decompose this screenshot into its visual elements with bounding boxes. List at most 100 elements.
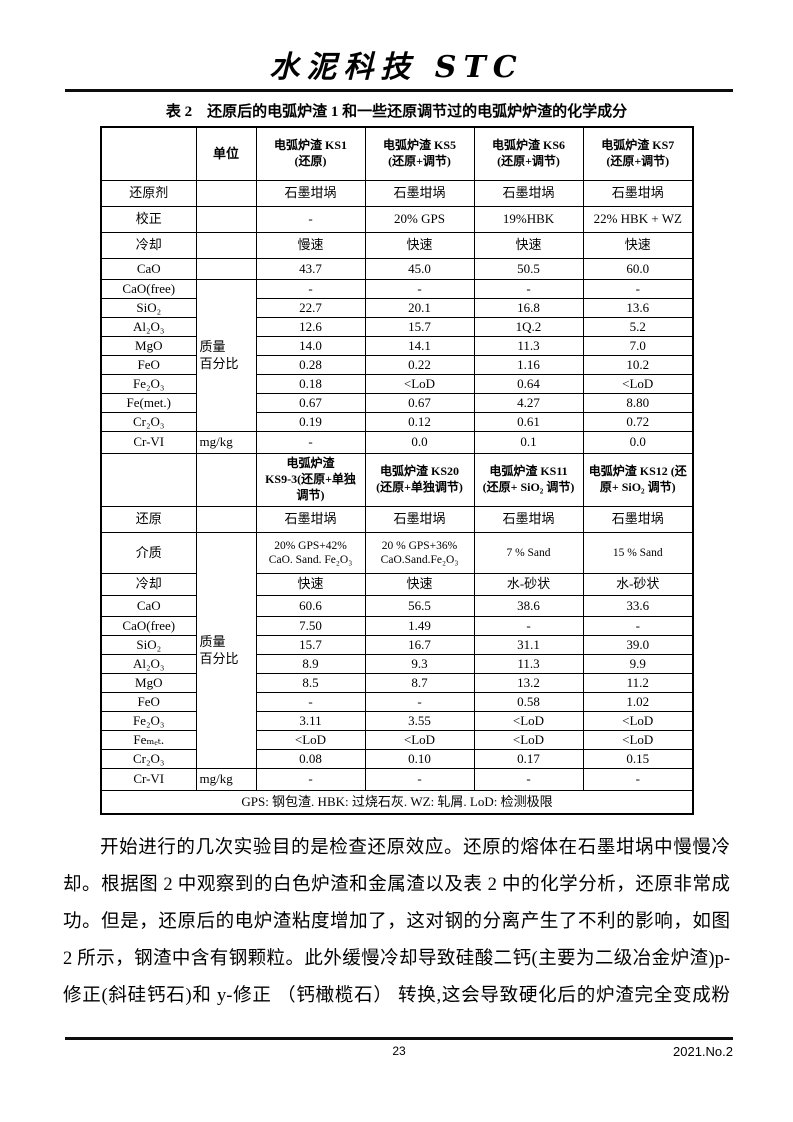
row-label: 还原剂: [100, 180, 197, 207]
value-cell: 9.9: [582, 654, 694, 674]
row-label: Feₘₑₜ.: [100, 730, 197, 750]
value-cell: 0.0: [582, 431, 694, 454]
value-cell: 0.28: [255, 355, 366, 375]
value-cell: 1.16: [473, 355, 584, 375]
value-cell: <LoD: [364, 374, 475, 394]
unit-cell: [195, 258, 257, 280]
value-cell: 16.8: [473, 298, 584, 318]
value-cell: 19%HBK: [473, 206, 584, 233]
value-cell: 0.72: [582, 412, 694, 432]
header-rule: [65, 89, 733, 92]
value-cell: <LoD: [364, 730, 475, 750]
value-cell: 56.5: [364, 595, 475, 617]
unit-mg-per-kg: mg/kg: [195, 431, 257, 454]
value-cell: 0.58: [473, 692, 584, 712]
value-cell: 石墨坩埚: [473, 180, 584, 207]
value-cell: 20.1: [364, 298, 475, 318]
value-cell: 0.10: [364, 749, 475, 769]
row-label: MgO: [100, 673, 197, 693]
value-cell: -: [255, 279, 366, 299]
unit-cell: [195, 180, 257, 207]
column-header: 电弧炉渣 KS1 (还原): [255, 126, 366, 181]
value-cell: 石墨坩埚: [255, 180, 366, 207]
paragraph-line: 2 所示，钢渣中含有钢颗粒。此外缓慢冷却导致硅酸二钙(主要为二级冶金炉渣)p-: [63, 949, 730, 969]
row-label: MgO: [100, 336, 197, 356]
value-cell: -: [473, 616, 584, 636]
column-header: 电弧炉渣 KS9-3(还原+单独 调节): [255, 453, 366, 507]
value-cell: -: [255, 431, 366, 454]
value-cell: -: [473, 279, 584, 299]
corner-cell: [100, 126, 197, 181]
value-cell: -: [255, 768, 366, 791]
value-cell: -: [255, 692, 366, 712]
value-cell: 20% GPS+42% CaO. Sand. Fe₂O₃: [255, 532, 366, 574]
column-header: 电弧炉渣 KS6 (还原+调节): [473, 126, 584, 181]
row-label: CaO(free): [100, 616, 197, 636]
value-cell: 快速: [473, 232, 584, 259]
row-label: Fe(met.): [100, 393, 197, 413]
value-cell: 0.67: [364, 393, 475, 413]
value-cell: 0.67: [255, 393, 366, 413]
value-cell: 13.6: [582, 298, 694, 318]
value-cell: 0.64: [473, 374, 584, 394]
unit-cell: [195, 206, 257, 233]
value-cell: 慢速: [255, 232, 366, 259]
value-cell: -: [364, 692, 475, 712]
value-cell: 1Q.2: [473, 317, 584, 337]
unit-cell: [195, 232, 257, 259]
value-cell: 石墨坩埚: [473, 506, 584, 533]
value-cell: -: [364, 279, 475, 299]
value-cell: <LoD: [473, 730, 584, 750]
value-cell: <LoD: [582, 711, 694, 731]
value-cell: 8.80: [582, 393, 694, 413]
value-cell: 31.1: [473, 635, 584, 655]
value-cell: -: [364, 768, 475, 791]
paragraph-line: 功。但是，还原后的电炉渣粘度增加了，这对钢的分离产生了不利的影响，如图: [63, 912, 730, 932]
corner-cell: [100, 453, 197, 507]
value-cell: 13.2: [473, 673, 584, 693]
value-cell: 3.55: [364, 711, 475, 731]
value-cell: 20% GPS: [364, 206, 475, 233]
footer-row: 23 2021.No.2: [65, 1044, 733, 1062]
composition-table-body: 单位 电弧炉渣 KS1 (还原) 电弧炉渣 KS5 (还原+调节) 电弧炉渣 KS6 …: [100, 126, 694, 815]
value-cell: <LoD: [582, 730, 694, 750]
value-cell: 14.0: [255, 336, 366, 356]
value-cell: 1.02: [582, 692, 694, 712]
value-cell: -: [473, 768, 584, 791]
row-label: 冷却: [100, 232, 197, 259]
unit-mass-percent: 质量 百分比: [195, 279, 257, 432]
value-cell: 0.61: [473, 412, 584, 432]
row-label: Fe₂O₃: [100, 711, 197, 731]
row-label: Cr-VI: [100, 768, 197, 791]
value-cell: 43.7: [255, 258, 366, 280]
value-cell: 石墨坩埚: [582, 506, 694, 533]
row-label: SiO₂: [100, 298, 197, 318]
value-cell: 0.18: [255, 374, 366, 394]
value-cell: 0.0: [364, 431, 475, 454]
value-cell: 石墨坩埚: [364, 506, 475, 533]
row-label: Fe₂O₃: [100, 374, 197, 394]
column-header: 电弧炉渣 KS11 (还原+ SiO₂ 调节): [473, 453, 584, 507]
value-cell: -: [582, 616, 694, 636]
value-cell: 7.50: [255, 616, 366, 636]
unit-mg-per-kg: mg/kg: [195, 768, 257, 791]
paragraph-line: 开始进行的几次实验目的是检查还原效应。还原的熔体在石墨坩埚中慢慢冷: [100, 838, 730, 858]
value-cell: -: [255, 206, 366, 233]
column-header: 电弧炉渣 KS7 (还原+调节): [582, 126, 694, 181]
value-cell: 水-砂状: [473, 573, 584, 596]
value-cell: 22% HBK + WZ: [582, 206, 694, 233]
value-cell: 石墨坩埚: [255, 506, 366, 533]
row-label: CaO: [100, 595, 197, 617]
value-cell: 60.6: [255, 595, 366, 617]
value-cell: 50.5: [473, 258, 584, 280]
row-label: Al₂O₃: [100, 317, 197, 337]
value-cell: 15.7: [364, 317, 475, 337]
row-label: 介质: [100, 532, 197, 574]
value-cell: 8.5: [255, 673, 366, 693]
value-cell: 60.0: [582, 258, 694, 280]
row-label: Al₂O₃: [100, 654, 197, 674]
value-cell: 快速: [364, 232, 475, 259]
page-number: 23: [392, 1044, 406, 1058]
row-label: Cr-VI: [100, 431, 197, 454]
table-footnote: GPS: 钢包渣. HBK: 过烧石灰. WZ: 轧屑. LoD: 检测极限: [100, 790, 694, 815]
